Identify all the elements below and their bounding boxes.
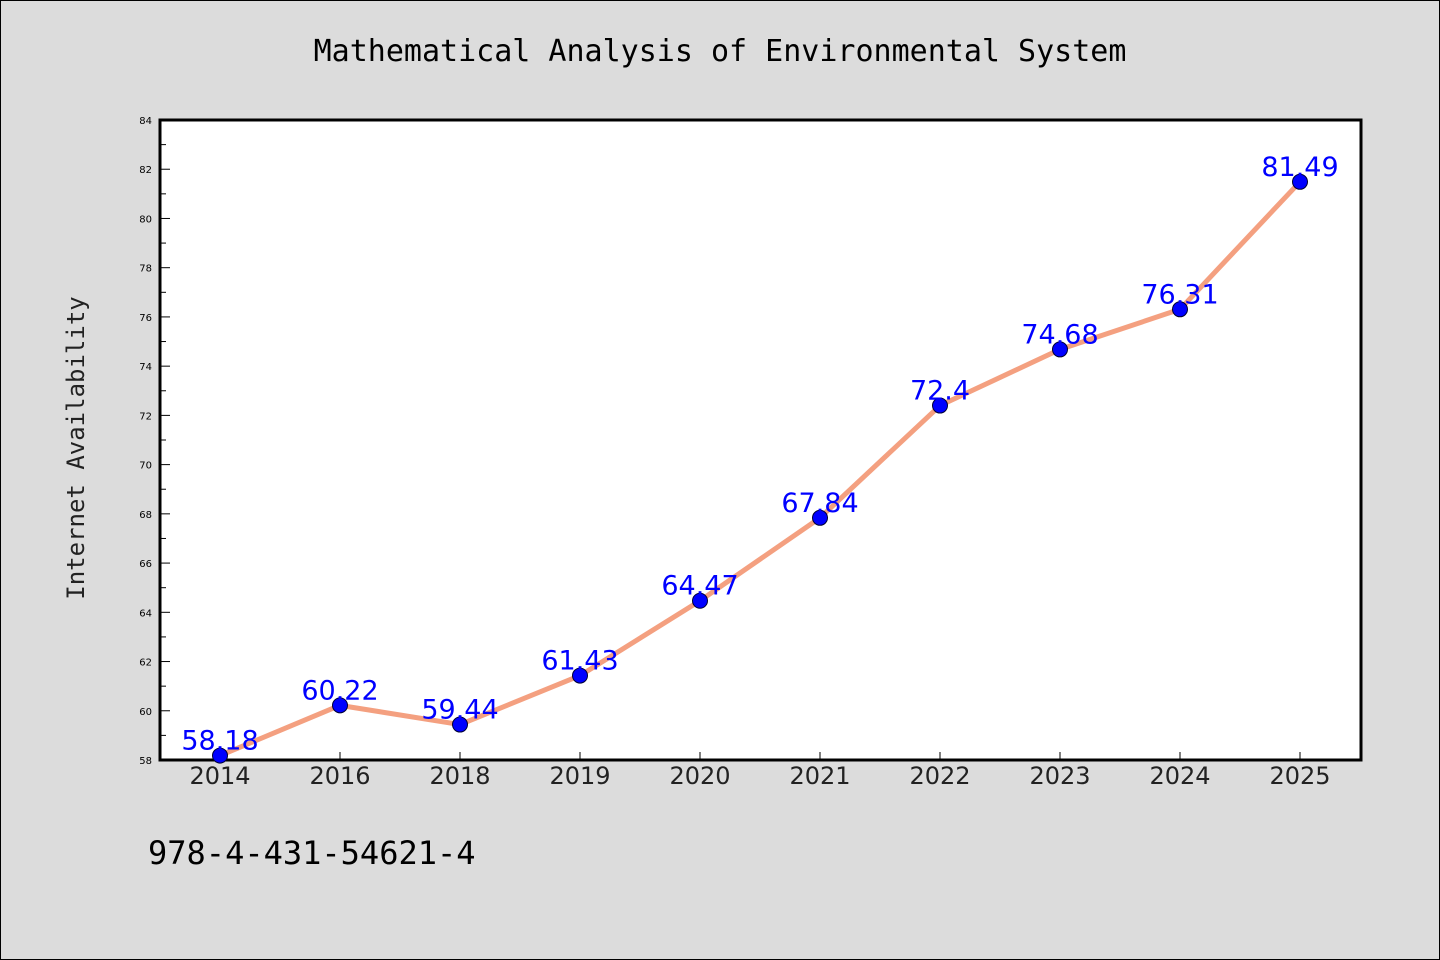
y-tick-label: 58 [139, 756, 152, 767]
y-tick-label: 72 [139, 411, 152, 422]
data-point [1292, 173, 1308, 190]
data-label: 59.44 [421, 695, 498, 726]
data-point [452, 716, 468, 733]
data-point [932, 397, 948, 414]
y-tick-label: 70 [139, 461, 152, 472]
data-label: 67.84 [781, 488, 858, 519]
data-point [332, 697, 348, 714]
x-tick-label: 2023 [1029, 762, 1090, 790]
series-line [217, 179, 1303, 759]
data-point [572, 667, 588, 684]
data-label: 58.18 [181, 726, 258, 757]
data-point [812, 509, 828, 526]
data-label: 64.47 [661, 571, 738, 602]
y-tick-label: 78 [139, 264, 152, 275]
x-tick-label: 2021 [789, 762, 850, 790]
y-tick-label: 68 [139, 510, 152, 521]
x-tick-label: 2018 [429, 762, 490, 790]
data-point [692, 592, 708, 609]
x-tick-label: 2014 [189, 762, 250, 790]
data-point [1052, 341, 1068, 358]
y-tick-label: 82 [139, 165, 152, 176]
plot-area [158, 118, 1363, 762]
x-tick-label: 2019 [549, 762, 610, 790]
x-tick-label: 2022 [909, 762, 970, 790]
y-tick-label: 80 [139, 214, 152, 225]
y-tick-label: 66 [139, 559, 152, 570]
data-label: 72.4 [910, 376, 970, 407]
data-label: 61.43 [541, 646, 618, 677]
x-tick-label: 2020 [669, 762, 730, 790]
y-tick-label: 64 [139, 608, 152, 619]
data-label: 76.31 [1141, 279, 1218, 310]
y-tick-label: 60 [139, 707, 152, 718]
y-tick-label: 74 [139, 362, 152, 373]
x-tick-label: 2016 [309, 762, 370, 790]
data-point [212, 747, 228, 764]
data-label: 81.49 [1261, 152, 1338, 183]
data-label: 74.68 [1021, 319, 1098, 350]
y-tick-label: 84 [139, 116, 152, 127]
data-label: 60.22 [301, 675, 378, 706]
x-tick-label: 2025 [1269, 762, 1330, 790]
data-point [1172, 301, 1188, 318]
chart-title: Mathematical Analysis of Environmental S… [313, 34, 1127, 69]
y-tick-label: 76 [139, 313, 152, 324]
y-tick-label: 62 [139, 658, 152, 669]
isbn-label: 978-4-431-54621-4 [148, 834, 476, 872]
x-tick-label: 2024 [1149, 762, 1210, 790]
